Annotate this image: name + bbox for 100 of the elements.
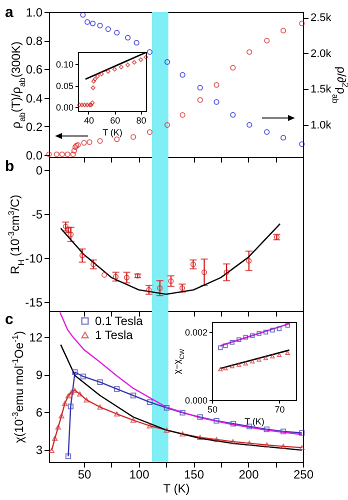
point [125, 62, 130, 68]
point [72, 388, 78, 393]
y-tick-label: 3 [36, 443, 43, 458]
point [97, 22, 103, 28]
point [114, 30, 120, 36]
point [236, 337, 242, 342]
point [197, 434, 203, 440]
y-tick-label: 0.2 [26, 120, 43, 134]
point [124, 274, 130, 280]
point [224, 269, 230, 276]
point [76, 102, 82, 108]
point [90, 100, 95, 106]
point [91, 78, 96, 84]
y2-tick-label: 2.5k [310, 12, 332, 24]
point [84, 19, 90, 25]
point [214, 418, 220, 424]
point [250, 359, 255, 364]
point [246, 258, 252, 264]
point [246, 424, 252, 430]
point [146, 399, 153, 405]
point [106, 69, 110, 74]
point [146, 49, 153, 55]
point [77, 391, 83, 397]
chart-title: b [5, 158, 14, 175]
x-tick-label: 40 [84, 116, 94, 126]
point [197, 97, 203, 103]
point [97, 138, 103, 144]
y-tick-label: 12 [29, 330, 43, 345]
point [264, 426, 270, 432]
point [90, 20, 96, 26]
point [52, 436, 58, 441]
legend-label: 0.1 Tesla [95, 314, 144, 328]
point [263, 330, 268, 335]
point [82, 102, 87, 108]
y-tick-label: 0.10 [56, 60, 74, 70]
point [146, 423, 153, 428]
point [223, 366, 228, 370]
point [264, 442, 270, 448]
x-tick-label: 200 [238, 468, 260, 482]
x-axis-title: T (K) [244, 416, 264, 426]
y-tick-label: 6 [36, 406, 43, 420]
point [250, 333, 255, 338]
point [92, 76, 98, 82]
point [84, 397, 90, 403]
y-tick-label: 0.6 [26, 62, 43, 77]
point [59, 151, 65, 158]
point [134, 40, 140, 46]
point [146, 129, 153, 135]
point [179, 285, 186, 291]
y-tick-label: 0.002 [184, 328, 208, 338]
x-tick-label: 150 [184, 468, 204, 482]
point [201, 269, 208, 276]
point [223, 343, 228, 348]
point [197, 414, 203, 420]
point [180, 112, 186, 118]
point [86, 139, 92, 145]
point [230, 64, 236, 71]
point [144, 54, 148, 60]
x-tick-label: 50 [78, 468, 92, 482]
point [84, 102, 90, 108]
point [99, 72, 104, 76]
line-series [60, 223, 281, 295]
point [80, 12, 86, 18]
x-tick-label: 100 [129, 468, 150, 482]
point [97, 379, 103, 385]
point [243, 334, 248, 340]
point [230, 340, 235, 345]
point [276, 326, 282, 332]
point [118, 64, 124, 70]
point [246, 49, 252, 55]
x-axis-title: T (K) [102, 128, 122, 138]
y2-tick-label: 1.0k [310, 119, 332, 132]
point [197, 84, 203, 91]
point [256, 331, 262, 336]
point [68, 390, 74, 395]
y-tick-label: -10 [25, 252, 43, 266]
legend-label: 1 Tesla [95, 328, 134, 342]
point [112, 274, 119, 280]
point [46, 151, 52, 158]
chart-title: c [5, 311, 14, 328]
point [236, 362, 242, 367]
point [95, 74, 100, 78]
point [70, 151, 76, 158]
x-tick-label: 60 [110, 116, 120, 126]
y-tick-label: 9 [36, 368, 43, 382]
point [214, 82, 220, 88]
y-tick-label: 0.000 [184, 396, 208, 406]
point [138, 57, 144, 62]
point [68, 404, 74, 410]
point [246, 440, 252, 446]
point [243, 361, 248, 366]
point [97, 404, 103, 410]
point [276, 352, 282, 358]
y2-tick-label: 2.0k [310, 48, 332, 60]
point [218, 367, 223, 372]
y-tick-label: -5 [32, 208, 43, 222]
y-tick-label: 0.0 [26, 148, 43, 162]
point [80, 102, 84, 108]
point [68, 232, 74, 238]
point [264, 129, 270, 135]
